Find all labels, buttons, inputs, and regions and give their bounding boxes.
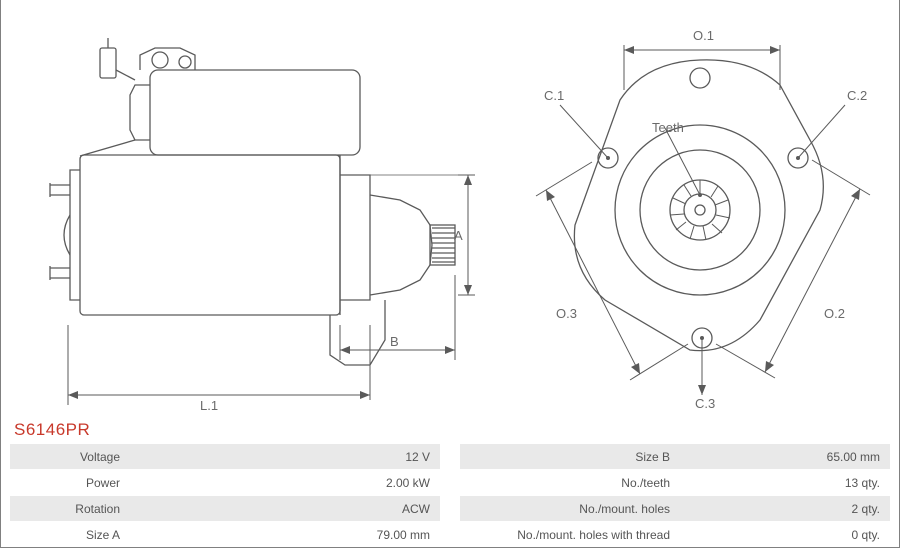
spec-row: RotationACW	[10, 496, 440, 521]
spec-value: 0 qty.	[680, 528, 890, 542]
spec-label: No./mount. holes with thread	[460, 528, 680, 542]
spec-value: 79.00 mm	[130, 528, 440, 542]
spec-row: No./mount. holes2 qty.	[460, 496, 890, 521]
label-c2: C.2	[847, 88, 867, 103]
spec-label: No./mount. holes	[460, 502, 680, 516]
label-o3: O.3	[556, 306, 577, 321]
spec-col-left: Voltage12 VPower2.00 kWRotationACWSize A…	[10, 444, 440, 548]
spec-col-right: Size B65.00 mmNo./teeth13 qty.No./mount.…	[460, 444, 890, 548]
label-o2: O.2	[824, 306, 845, 321]
label-c1: C.1	[544, 88, 564, 103]
spec-label: Power	[10, 476, 130, 490]
label-o1: O.1	[693, 28, 714, 43]
product-code: S6146PR	[14, 420, 90, 440]
label-b: B	[390, 334, 399, 349]
label-c3: C.3	[695, 396, 715, 411]
spec-label: Voltage	[10, 450, 130, 464]
spec-row: Voltage12 V	[10, 444, 440, 469]
front-view-diagram	[490, 0, 890, 420]
label-l1: L.1	[200, 398, 218, 413]
diagram-area: L.1 B A	[0, 0, 900, 420]
side-view-diagram	[0, 0, 480, 420]
spec-label: Size B	[460, 450, 680, 464]
spec-value: 13 qty.	[680, 476, 890, 490]
spec-row: No./mount. holes with thread0 qty.	[460, 522, 890, 547]
spec-value: 12 V	[130, 450, 440, 464]
spec-value: ACW	[130, 502, 440, 516]
spec-label: No./teeth	[460, 476, 680, 490]
spec-row: Power2.00 kW	[10, 470, 440, 495]
spec-label: Size A	[10, 528, 130, 542]
spec-row: No./teeth13 qty.	[460, 470, 890, 495]
spec-value: 2 qty.	[680, 502, 890, 516]
spec-table: Voltage12 VPower2.00 kWRotationACWSize A…	[10, 444, 890, 548]
spec-row: Size A79.00 mm	[10, 522, 440, 547]
spec-label: Rotation	[10, 502, 130, 516]
spec-value: 2.00 kW	[130, 476, 440, 490]
label-teeth: Teeth	[652, 120, 684, 135]
label-a: A	[454, 228, 463, 243]
spec-value: 65.00 mm	[680, 450, 890, 464]
spec-row: Size B65.00 mm	[460, 444, 890, 469]
